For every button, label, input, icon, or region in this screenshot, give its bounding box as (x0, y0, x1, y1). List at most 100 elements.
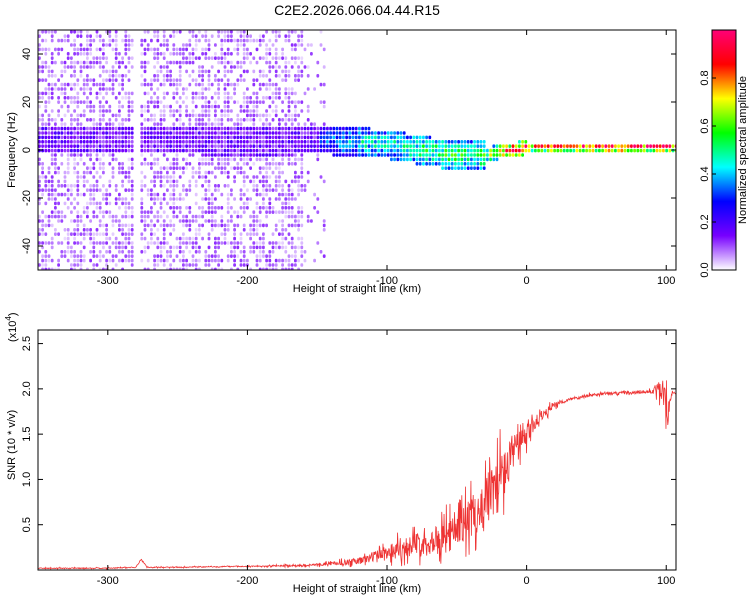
spectrogram-cell (153, 100, 156, 104)
spectrogram-cell (294, 214, 297, 219)
spectrogram-cell (290, 118, 294, 122)
spectrogram-cell (374, 153, 377, 157)
spectrogram-cell (252, 144, 256, 148)
spectrogram-cell (201, 69, 204, 74)
spectrogram-cell (457, 166, 460, 170)
spectrogram-cell (278, 162, 281, 166)
spectrogram-cell (214, 140, 217, 144)
spectrogram-cell (258, 219, 262, 223)
spectrogram-cell (92, 232, 96, 236)
spectrogram-cell (182, 60, 185, 65)
spectrogram-cell (559, 148, 563, 153)
spectrogram-cell (95, 241, 99, 245)
spectrogram-cell (217, 184, 220, 188)
spectrogram-cell (153, 34, 156, 38)
spectrogram-cell (258, 34, 262, 38)
y-tick-label: -20 (21, 190, 33, 206)
spectrogram-cell (217, 263, 220, 267)
spectrogram-cell (82, 91, 86, 96)
spectrogram-cell (326, 140, 329, 144)
spectrogram-cell (326, 148, 329, 153)
spectrogram-cell (38, 144, 41, 148)
spectrogram-cell (50, 38, 54, 43)
spectrogram-cell (396, 148, 400, 153)
spectrogram-cell (76, 188, 80, 192)
spectrogram-cell (66, 157, 70, 162)
spectrogram-cell (54, 144, 57, 148)
spectrogram-cell (118, 100, 121, 104)
spectrogram-cell (262, 250, 265, 254)
spectrogram-cell (92, 166, 96, 170)
spectrogram-cell (172, 47, 176, 52)
spectrogram-cell (114, 131, 118, 135)
spectrogram-cell (178, 126, 182, 131)
spectrogram-cell (287, 223, 291, 228)
spectrogram-cell (210, 223, 214, 228)
spectrogram-cell (41, 166, 44, 170)
spectrogram-cell (185, 69, 188, 74)
spectrogram-cell (38, 104, 41, 109)
spectrogram-cell (262, 179, 265, 184)
spectrogram-cell (150, 179, 153, 184)
spectrogram-cell (562, 144, 566, 148)
spectrogram-cell (188, 236, 192, 241)
spectrogram-cell (294, 263, 297, 267)
spectrogram-cell (242, 170, 246, 175)
spectrogram-cell (207, 245, 211, 250)
spectrogram-cell (70, 201, 73, 206)
spectrogram-cell (191, 100, 195, 104)
spectrogram-cell (287, 192, 291, 197)
spectrogram-cell (102, 113, 105, 118)
spectrogram-cell (297, 113, 300, 118)
spectrogram-cell (166, 78, 169, 82)
spectrogram-cell (242, 104, 246, 109)
spectrogram-cell (226, 201, 230, 206)
spectrogram-cell (146, 118, 150, 122)
spectrogram-cell (92, 140, 96, 144)
spectrogram-cell (47, 113, 51, 118)
spectrogram-cell (86, 179, 89, 184)
spectrogram-cell (271, 96, 275, 100)
spectrogram-cell (169, 263, 172, 267)
spectrogram-cell (89, 118, 92, 122)
spectrogram-cell (50, 188, 54, 192)
spectrogram-cell (127, 118, 131, 122)
spectrogram-cell (159, 241, 163, 245)
spectrogram-cell (60, 140, 64, 144)
spectrogram-cell (649, 144, 652, 148)
spectrogram-cell (274, 166, 278, 170)
x-tick-label: -300 (97, 575, 119, 587)
spectrogram-cell (342, 144, 345, 148)
spectrogram-cell (217, 267, 220, 270)
spectrogram-cell (98, 267, 102, 270)
spectrogram-cell (118, 206, 121, 210)
spectrogram-cell (63, 69, 67, 74)
spectrogram-cell (124, 47, 128, 52)
spectrogram-cell (118, 258, 121, 263)
spectrogram-cell (121, 232, 124, 236)
spectrogram-cell (252, 131, 256, 135)
spectrogram-cell (159, 131, 163, 135)
spectrogram-cell (454, 166, 457, 170)
spectrogram-cell (409, 148, 412, 153)
spectrogram-cell (271, 210, 275, 214)
spectrogram-cell (127, 258, 131, 263)
spectrogram-cell (226, 34, 230, 38)
spectrogram-cell (594, 144, 598, 148)
spectrogram-cell (159, 109, 163, 113)
spectrogram-cell (44, 258, 48, 263)
spectrogram-cell (76, 126, 80, 131)
spectrogram-cell (297, 148, 300, 153)
spectrogram-cell (255, 214, 259, 219)
spectrogram-cell (300, 153, 304, 157)
spectrogram-cell (265, 47, 268, 52)
spectrogram-cell (118, 131, 121, 135)
spectrogram-cell (63, 100, 67, 104)
spectrogram-cell (294, 170, 297, 175)
spectrogram-cell (172, 258, 176, 263)
spectrogram-cell (143, 175, 147, 179)
spectrogram-cell (121, 74, 124, 78)
spectrogram-cell (201, 52, 204, 56)
spectrogram-cell (169, 232, 172, 236)
spectrogram-cell (207, 210, 211, 214)
